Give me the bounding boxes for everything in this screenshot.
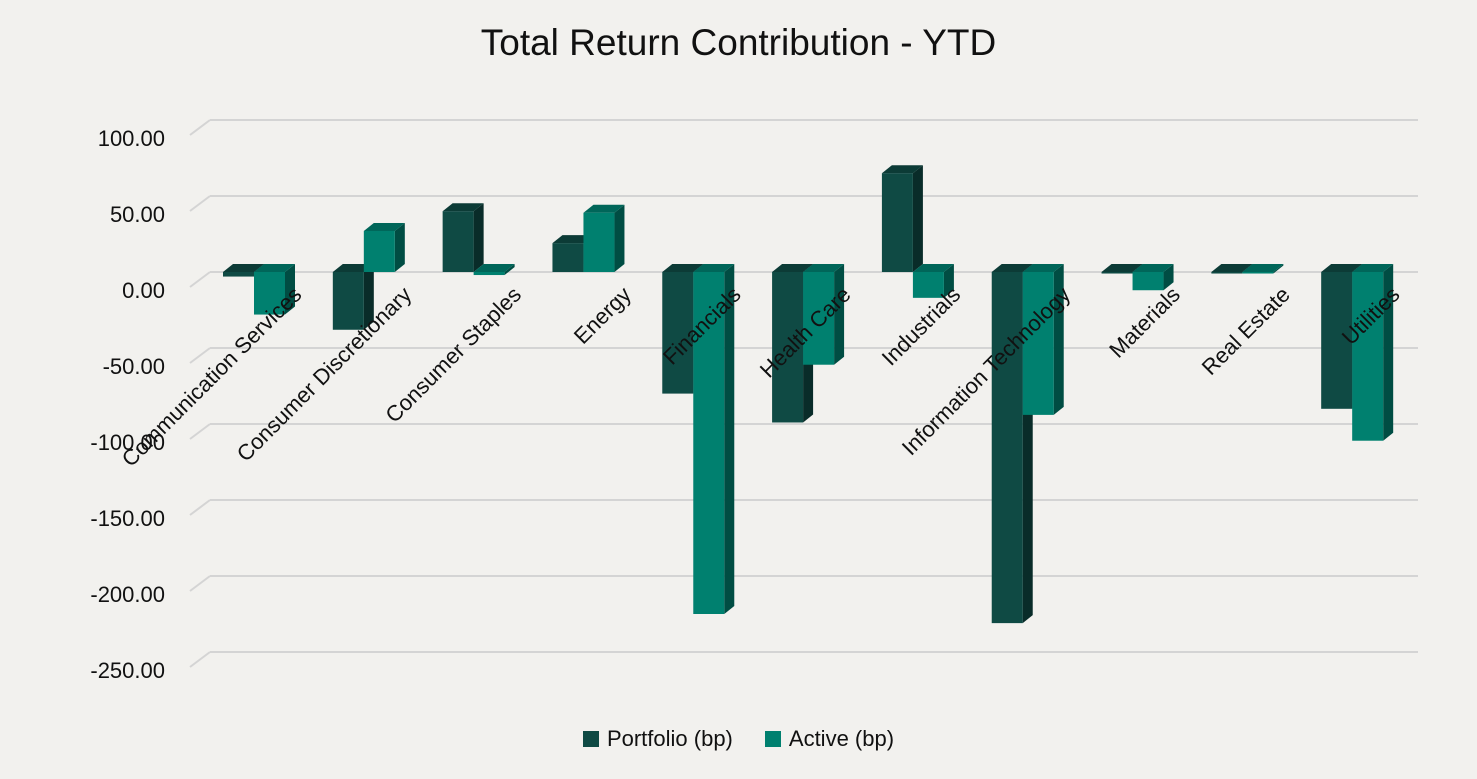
gridline-edge xyxy=(189,499,211,516)
bar-side-active xyxy=(724,264,735,614)
bar-side-active xyxy=(504,264,515,276)
bar-side-portfolio xyxy=(912,165,923,272)
bar-top-portfolio xyxy=(772,264,814,272)
bar-top-portfolio xyxy=(332,264,374,272)
bar-top-active xyxy=(363,222,405,231)
y-tick-label: 50.00 xyxy=(110,202,165,227)
legend-label: Portfolio (bp) xyxy=(606,726,733,751)
bar-active xyxy=(1022,272,1054,415)
bar-side-active xyxy=(1163,264,1174,291)
legend-label: Active (bp) xyxy=(788,726,895,751)
gridline-edge xyxy=(189,119,211,136)
bar-active xyxy=(363,230,395,272)
bar-top-active xyxy=(583,204,625,213)
bar-active xyxy=(1132,272,1164,291)
bar-active xyxy=(693,272,725,614)
bar-side-active xyxy=(285,264,295,315)
bar-top-active xyxy=(1242,264,1284,272)
gridline-edge xyxy=(189,195,211,212)
bar-portfolio xyxy=(772,272,804,423)
gridline-edge xyxy=(189,651,211,668)
bar-portfolio xyxy=(223,272,254,277)
bar-top-active xyxy=(1022,264,1064,272)
bar-top-active xyxy=(693,264,735,272)
bar-side-active xyxy=(834,264,845,365)
bar-active xyxy=(1242,272,1274,274)
bar-top-portfolio xyxy=(442,203,484,212)
legend-swatch xyxy=(582,731,599,747)
bar-top-active xyxy=(912,264,954,272)
bar-portfolio xyxy=(1211,272,1243,274)
x-category-label: Materials xyxy=(1104,282,1185,363)
bar-active xyxy=(254,272,285,315)
x-category-label: Energy xyxy=(569,282,636,349)
bar-top-portfolio xyxy=(991,264,1033,272)
bar-active xyxy=(583,212,615,272)
y-tick-label: -50.00 xyxy=(103,354,165,379)
gridline-edge xyxy=(189,423,211,440)
bar-top-portfolio xyxy=(223,264,264,272)
bar-active xyxy=(803,272,835,365)
bar-top-active xyxy=(473,264,515,272)
gridline-edge xyxy=(189,271,211,288)
bar-portfolio xyxy=(1101,272,1133,274)
bar-top-active xyxy=(803,264,845,272)
x-category-label: Real Estate xyxy=(1197,282,1295,380)
gridline-edge xyxy=(189,575,211,592)
bar-top-portfolio xyxy=(1321,264,1363,272)
bar-side-portfolio xyxy=(363,264,374,330)
bar-portfolio xyxy=(552,243,584,272)
bar-side-active xyxy=(1383,264,1394,441)
y-tick-label: -100.00 xyxy=(90,430,165,455)
y-tick-label: -150.00 xyxy=(90,506,165,531)
bar-active xyxy=(1352,272,1384,441)
bar-top-portfolio xyxy=(1101,264,1143,272)
chart-title: Total Return Contribution - YTD xyxy=(480,22,997,63)
bar-side-active xyxy=(943,264,954,298)
gridline-edge xyxy=(189,347,211,364)
bar-portfolio xyxy=(991,272,1023,624)
bar-side-active xyxy=(1273,264,1284,274)
bar-top-portfolio xyxy=(881,165,923,174)
y-tick-label: -250.00 xyxy=(90,658,165,683)
y-tick-label: -200.00 xyxy=(90,582,165,607)
bar-side-active xyxy=(394,222,405,272)
legend-swatch xyxy=(764,731,781,747)
bar-portfolio xyxy=(442,211,474,272)
chart-legend: Portfolio (bp) Active (bp) xyxy=(0,726,1477,752)
bar-active xyxy=(912,272,944,298)
bar-side-active xyxy=(1053,264,1064,415)
y-tick-label: 0.00 xyxy=(122,278,165,303)
bar-top-active xyxy=(1352,264,1394,272)
bar-portfolio xyxy=(881,173,913,272)
bar-side-active xyxy=(614,204,625,272)
bar-active xyxy=(473,272,505,276)
bar-top-active xyxy=(254,264,295,272)
bar-top-active xyxy=(1132,264,1174,272)
bar-portfolio xyxy=(332,272,364,330)
bar-side-portfolio xyxy=(473,203,484,272)
y-tick-label: 100.00 xyxy=(98,126,165,151)
bar-portfolio xyxy=(1321,272,1353,409)
legend-item-active: Active (bp) xyxy=(764,726,895,752)
bar-top-portfolio xyxy=(1211,264,1253,272)
legend-item-portfolio: Portfolio (bp) xyxy=(582,726,733,752)
bar-portfolio xyxy=(662,272,694,394)
bar-top-portfolio xyxy=(552,235,594,244)
bar-top-portfolio xyxy=(662,264,704,272)
